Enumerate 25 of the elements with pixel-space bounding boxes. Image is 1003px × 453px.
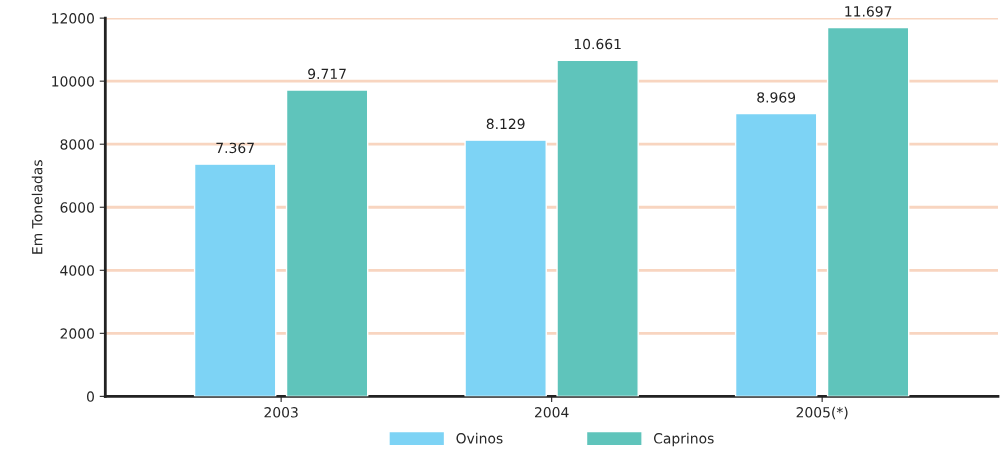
x-tick-label: 2003 xyxy=(264,407,298,418)
y-tick-label: 2000 xyxy=(60,328,94,339)
y-tick-label: 6000 xyxy=(60,202,94,213)
y-tick-label: 4000 xyxy=(60,265,94,276)
y-tick-label: 10000 xyxy=(52,76,94,87)
y-tick-label: 12000 xyxy=(52,13,94,24)
bar xyxy=(734,112,818,397)
data-label: 8.969 xyxy=(757,92,796,103)
data-label: 10.661 xyxy=(574,38,621,50)
legend-label: Caprinos xyxy=(653,432,714,447)
y-tick-label: 8000 xyxy=(60,139,94,150)
x-tick-label: 2004 xyxy=(534,407,569,418)
data-label: 7.367 xyxy=(216,142,254,154)
data-label: 11.697 xyxy=(845,6,892,17)
bar xyxy=(826,26,910,397)
data-label: 8.129 xyxy=(486,118,525,130)
x-tick-label: 2005(*) xyxy=(796,406,848,420)
y-tick-label: 0 xyxy=(86,391,94,402)
data-label: 9.717 xyxy=(308,68,346,80)
bar xyxy=(285,89,369,397)
bar xyxy=(556,59,639,397)
legend-label: Ovinos xyxy=(456,432,503,444)
y-axis-title: Em Toneladas xyxy=(31,160,43,254)
bar xyxy=(464,139,547,397)
bar xyxy=(193,163,277,397)
